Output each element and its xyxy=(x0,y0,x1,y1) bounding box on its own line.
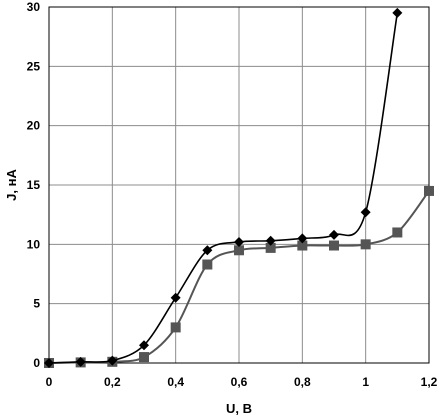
x-axis-title: U, В xyxy=(226,401,252,416)
x-tick-label: 0 xyxy=(46,375,53,389)
diamond-marker xyxy=(329,229,339,240)
diamond-marker xyxy=(107,355,118,366)
series-diamond xyxy=(44,7,403,368)
y-tick-label: 30 xyxy=(27,0,41,14)
data-series xyxy=(44,7,434,368)
plot-area-frame xyxy=(48,6,430,364)
y-tick-labels: 0 5 10 15 20 25 30 xyxy=(27,0,41,370)
square-marker xyxy=(424,185,434,196)
x-tick-label: 0,2 xyxy=(104,375,121,389)
square-marker xyxy=(297,240,308,251)
diamond-marker xyxy=(297,233,308,244)
x-tick-label: 0,6 xyxy=(231,375,248,389)
series-line xyxy=(48,12,399,364)
square-marker xyxy=(234,245,244,256)
square-marker xyxy=(202,259,213,270)
diamond-marker xyxy=(234,236,244,247)
diamond-marker xyxy=(392,7,403,18)
y-tick-label: 0 xyxy=(33,356,40,370)
y-tick-label: 20 xyxy=(27,119,41,133)
square-marker xyxy=(392,227,403,238)
square-marker xyxy=(139,352,149,363)
y-tick-label: 15 xyxy=(27,178,41,192)
diamond-marker xyxy=(265,235,276,246)
square-marker xyxy=(360,239,371,250)
y-tick-label: 25 xyxy=(27,59,41,73)
diamond-marker xyxy=(139,340,149,351)
diamond-marker xyxy=(360,207,371,218)
x-tick-label: 1 xyxy=(362,375,369,389)
y-tick-label: 5 xyxy=(33,297,40,311)
square-marker xyxy=(329,240,339,251)
diamond-marker xyxy=(170,292,181,303)
square-marker xyxy=(170,322,181,333)
x-tick-labels: 0 0,2 0,4 0,6 0,8 1 1,2 xyxy=(46,375,437,389)
x-tick-label: 1,2 xyxy=(421,375,437,389)
y-tick-label: 10 xyxy=(27,237,41,251)
diamond-marker xyxy=(44,358,54,368)
y-axis-title: J, нА xyxy=(4,169,19,201)
x-tick-label: 0,8 xyxy=(294,375,311,389)
diamond-marker xyxy=(202,245,213,256)
square-marker xyxy=(265,242,276,253)
diamond-marker xyxy=(75,356,86,367)
x-tick-label: 0,4 xyxy=(167,375,184,389)
